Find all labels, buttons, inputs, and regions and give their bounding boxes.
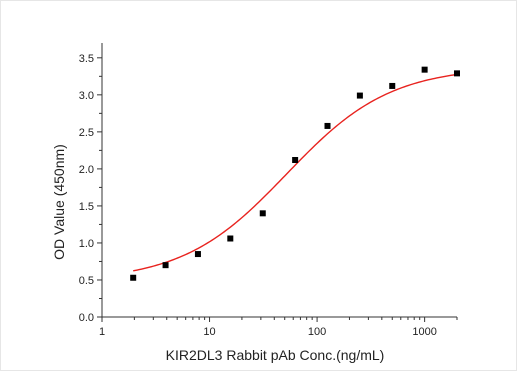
- x-tick-label: 1: [99, 326, 105, 338]
- data-point: [292, 157, 299, 164]
- y-tick-label: 0.5: [79, 275, 94, 287]
- data-point: [162, 262, 169, 269]
- y-tick-label: 2.5: [79, 127, 94, 139]
- y-tick-label: 1.0: [79, 238, 94, 250]
- data-point: [324, 122, 331, 129]
- y-tick-label: 2.0: [79, 164, 94, 176]
- data-point: [130, 274, 137, 281]
- data-point: [227, 235, 234, 242]
- x-tick-label: 100: [308, 326, 326, 338]
- y-axis-title: OD Value (450nm): [51, 144, 67, 260]
- y-tick-label: 3.0: [79, 90, 94, 102]
- data-point: [389, 82, 396, 89]
- data-point: [356, 92, 363, 99]
- x-axis-title: KIR2DL3 Rabbit pAb Conc.(ng/mL): [166, 347, 385, 363]
- data-point: [259, 210, 266, 217]
- x-tick-label: 10: [203, 326, 215, 338]
- y-tick-label: 0.0: [79, 312, 94, 324]
- data-point: [421, 66, 428, 73]
- data-point: [194, 251, 201, 258]
- data-point: [454, 70, 460, 77]
- fit-curve-line: [133, 73, 458, 272]
- y-tick-label: 1.5: [79, 201, 94, 213]
- y-tick-label: 3.5: [79, 53, 94, 65]
- x-tick-label: 1000: [412, 326, 436, 338]
